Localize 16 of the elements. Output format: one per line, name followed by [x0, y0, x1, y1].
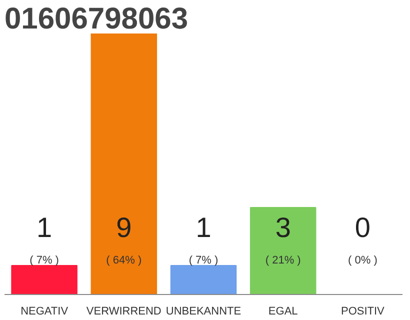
x-tick-label: UNBEKANNTE: [166, 306, 242, 318]
annotation: ( 0% ): [348, 254, 378, 267]
data-label: 1: [36, 212, 52, 244]
data-label: 1: [196, 212, 212, 244]
x-tick-label: POSITIV: [341, 306, 386, 318]
x-tick-label: VERWIRREND: [86, 306, 162, 318]
annotation: ( 7% ): [188, 254, 218, 267]
data-label: 9: [116, 212, 132, 244]
x-tick-label: EGAL: [268, 306, 298, 318]
annotation: ( 64% ): [106, 254, 142, 267]
chart-title: 01606798063: [4, 2, 188, 36]
data-label: 3: [275, 212, 291, 244]
annotation: ( 21% ): [265, 254, 301, 267]
annotation: ( 7% ): [30, 254, 59, 267]
x-tick-label: NEGATIV: [20, 306, 69, 318]
data-label: 0: [354, 212, 370, 244]
